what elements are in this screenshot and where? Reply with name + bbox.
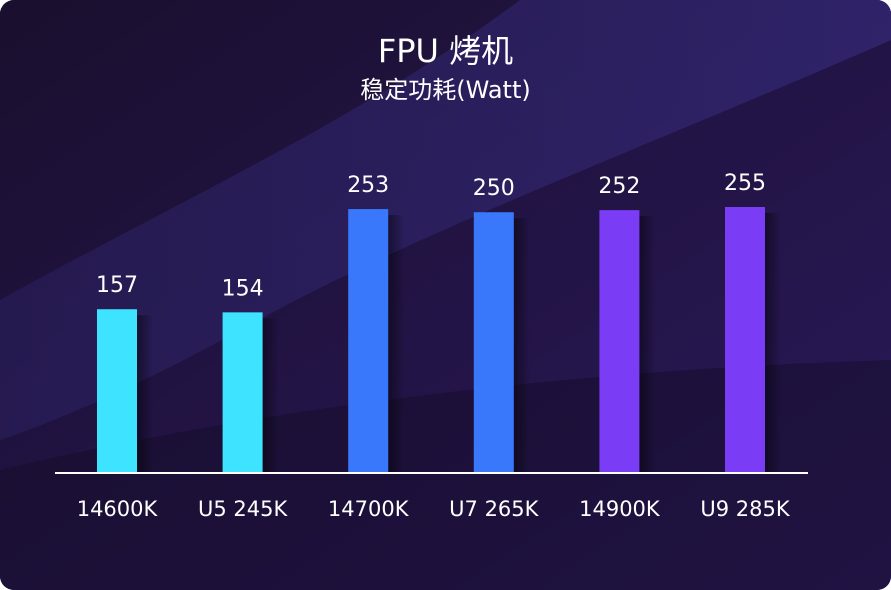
- data-label: 253: [347, 173, 389, 198]
- x-tick-label: 14600K: [77, 497, 159, 521]
- bar-shadow: [765, 213, 781, 473]
- bar-14600k: [97, 309, 137, 473]
- bar-14700k: [348, 209, 389, 473]
- bar-u5-245k: [222, 312, 263, 473]
- bar-shadow: [639, 216, 656, 474]
- chart-subtitle: 稳定功耗(Watt): [360, 76, 531, 104]
- bar-shadow: [262, 318, 279, 473]
- bar-u7-265k: [473, 212, 514, 473]
- x-tick-label: U7 265K: [449, 497, 539, 521]
- bar-shadow: [137, 315, 153, 473]
- x-tick-label: U9 285K: [700, 497, 790, 521]
- bar-shadow: [513, 218, 530, 473]
- x-tick-label: 14700K: [328, 497, 410, 521]
- data-label: 255: [724, 171, 766, 196]
- data-label: 250: [473, 176, 515, 201]
- data-label: 252: [598, 174, 640, 199]
- bar-shadow: [388, 215, 405, 473]
- x-tick-label: 14900K: [579, 497, 661, 521]
- bar-14900k: [599, 210, 640, 474]
- chart-title: FPU 烤机: [377, 32, 514, 70]
- data-label: 154: [222, 276, 264, 301]
- x-tick-label: U5 245K: [198, 497, 288, 521]
- data-label: 157: [96, 273, 138, 298]
- bar-u9-285k: [725, 207, 765, 473]
